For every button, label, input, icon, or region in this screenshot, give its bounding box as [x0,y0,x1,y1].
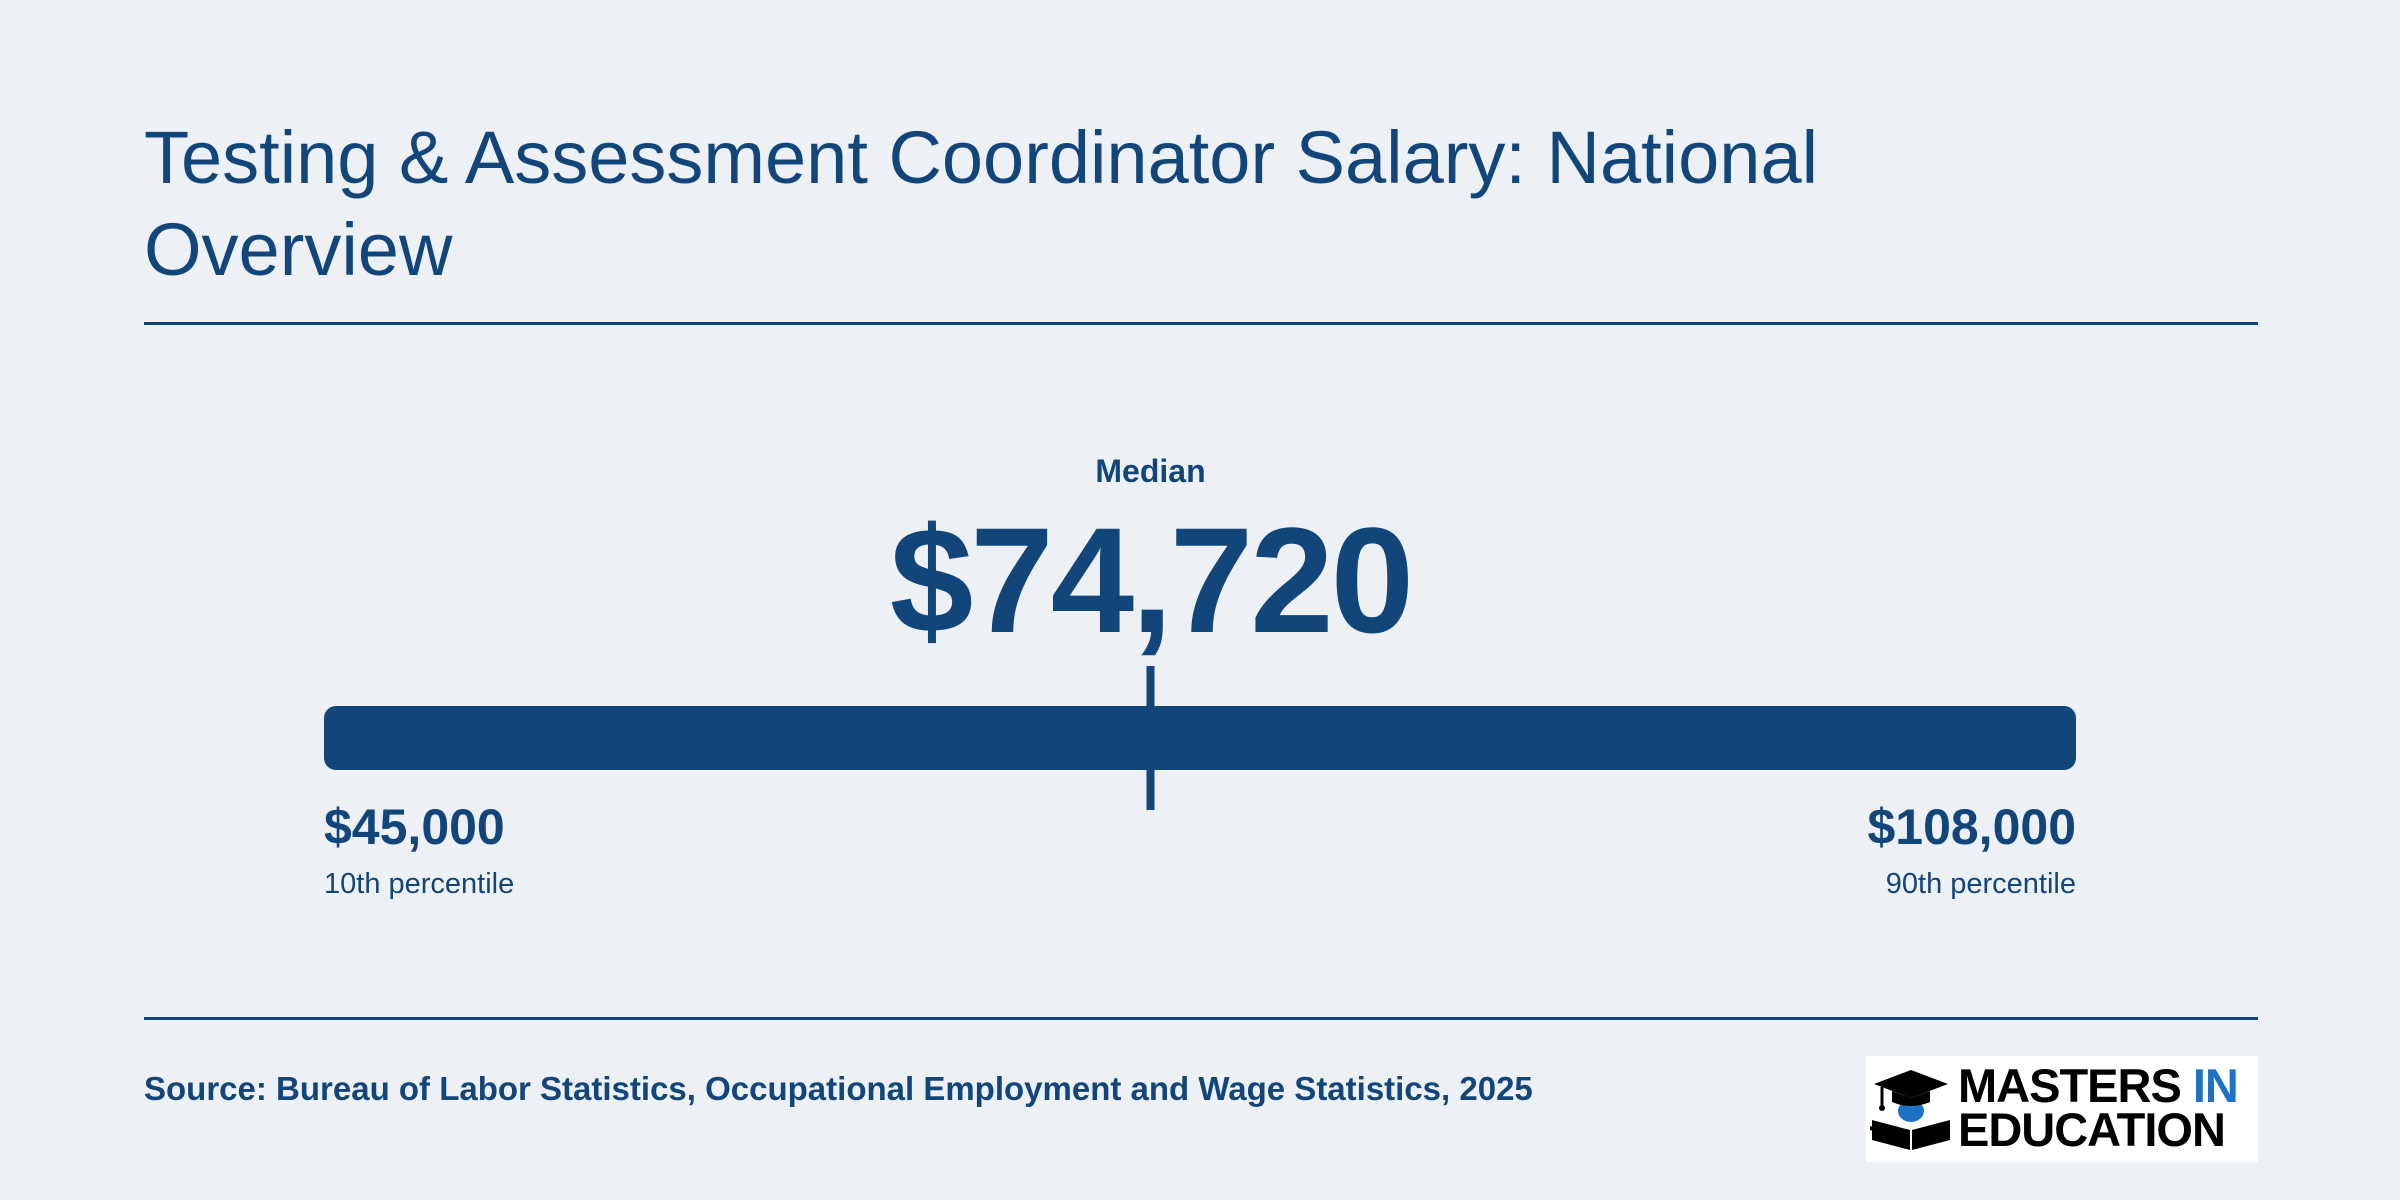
logo-text-in: IN [2192,1059,2239,1112]
page-title: Testing & Assessment Coordinator Salary:… [144,116,1819,291]
logo-text-education: EDUCATION [1958,1103,2226,1156]
graduation-cap-book-icon [1870,1070,1950,1150]
median-label: Median [1095,453,1205,489]
max-percentile-label: 90th percentile [1886,868,2076,900]
footer-divider [144,1017,2258,1020]
source-citation: Source: Bureau of Labor Statistics, Occu… [144,1070,1533,1107]
max-value: $108,000 [1867,799,2076,855]
salary-range-bar [324,706,2076,770]
logo-text-masters: MASTERS [1958,1059,2182,1112]
title-divider [144,322,2258,325]
min-value: $45,000 [324,799,505,855]
masters-in-education-logo: MASTERS IN EDUCATION [1866,1056,2258,1162]
min-percentile-label: 10th percentile [324,868,514,900]
median-value: $74,720 [890,496,1411,664]
